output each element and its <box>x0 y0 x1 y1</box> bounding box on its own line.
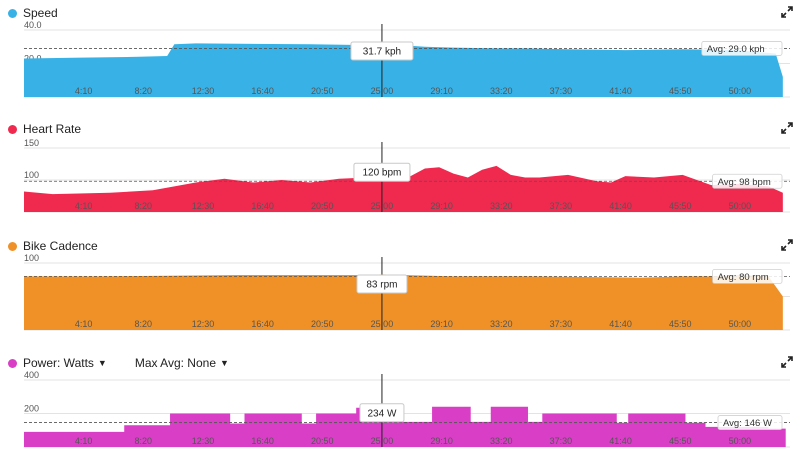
average-label: Avg: 146 W <box>723 418 772 429</box>
value-tooltip <box>359 403 405 423</box>
cadence-title: Bike Cadence <box>8 239 98 253</box>
average-label-box <box>717 415 783 430</box>
x-tick-label: 12:30 <box>192 319 215 329</box>
x-tick-label: 45:50 <box>669 86 692 96</box>
x-tick-label: 20:50 <box>311 319 334 329</box>
speed-title-label: Speed <box>23 6 58 20</box>
expand-icon[interactable] <box>781 6 793 18</box>
power-title: Power: Watts ▼ Max Avg: None ▼ <box>8 356 229 370</box>
x-tick-label: 45:50 <box>669 319 692 329</box>
y-tick-label: 100 <box>24 170 39 180</box>
x-tick-label: 16:40 <box>251 319 274 329</box>
x-tick-label: 33:20 <box>490 86 513 96</box>
series-area <box>24 165 783 212</box>
x-tick-label: 45:50 <box>669 436 692 446</box>
cadence-title-label: Bike Cadence <box>23 239 98 253</box>
power-metric-dropdown[interactable]: Power: Watts ▼ <box>23 356 107 370</box>
average-label-box <box>712 269 783 284</box>
y-tick-label: 40.0 <box>24 20 42 30</box>
x-tick-label: 4:10 <box>75 86 93 96</box>
x-tick-label: 16:40 <box>251 201 274 211</box>
cadence-panel: Bike Cadence 050100Avg: 80 rpm4:108:2012… <box>0 233 801 343</box>
heart-rate-title: Heart Rate <box>8 122 81 136</box>
value-tooltip <box>350 41 414 61</box>
average-label: Avg: 80 rpm <box>718 272 769 283</box>
cadence-color-dot <box>8 241 17 251</box>
average-label: Avg: 98 bpm <box>718 177 771 188</box>
series-area <box>24 43 783 97</box>
x-tick-label: 8:20 <box>135 201 153 211</box>
x-tick-label: 12:30 <box>192 201 215 211</box>
x-tick-label: 16:40 <box>251 436 274 446</box>
x-tick-label: 4:10 <box>75 436 93 446</box>
x-tick-label: 37:30 <box>550 201 573 211</box>
x-tick-label: 8:20 <box>135 86 153 96</box>
x-tick-label: 33:20 <box>490 319 513 329</box>
x-tick-label: 50:00 <box>729 436 752 446</box>
average-label-box <box>701 41 783 56</box>
x-tick-label: 50:00 <box>729 86 752 96</box>
x-tick-label: 12:30 <box>192 86 215 96</box>
x-tick-label: 8:20 <box>135 436 153 446</box>
x-tick-label: 41:40 <box>609 201 632 211</box>
caret-down-icon: ▼ <box>220 358 229 368</box>
x-tick-label: 33:20 <box>490 201 513 211</box>
max-avg-dropdown[interactable]: Max Avg: None ▼ <box>135 356 229 370</box>
x-tick-label: 45:50 <box>669 201 692 211</box>
value-tooltip-label: 120 bpm <box>362 168 401 179</box>
x-tick-label: 20:50 <box>311 436 334 446</box>
x-tick-label: 37:30 <box>550 319 573 329</box>
x-tick-label: 29:10 <box>430 319 453 329</box>
power-title-label: Power: Watts <box>23 356 94 370</box>
expand-icon[interactable] <box>781 122 793 134</box>
x-tick-label: 4:10 <box>75 201 93 211</box>
x-tick-label: 41:40 <box>609 319 632 329</box>
power-panel: Power: Watts ▼ Max Avg: None ▼ 0200400Av… <box>0 350 801 461</box>
x-tick-label: 37:30 <box>550 436 573 446</box>
average-label-box <box>712 173 783 189</box>
x-tick-label: 41:40 <box>609 436 632 446</box>
power-color-dot <box>8 358 17 368</box>
x-tick-label: 50:00 <box>729 201 752 211</box>
y-tick-label: 200 <box>24 404 39 414</box>
x-tick-label: 41:40 <box>609 86 632 96</box>
y-tick-label: 150 <box>24 138 39 148</box>
x-tick-label: 29:10 <box>430 201 453 211</box>
x-tick-label: 8:20 <box>135 319 153 329</box>
value-tooltip <box>353 162 411 182</box>
expand-icon[interactable] <box>781 239 793 251</box>
caret-down-icon: ▼ <box>97 358 107 368</box>
x-tick-label: 4:10 <box>75 319 93 329</box>
x-tick-label: 29:10 <box>430 436 453 446</box>
value-tooltip <box>356 274 408 294</box>
average-label: Avg: 29.0 kph <box>707 44 765 55</box>
heart-rate-title-label: Heart Rate <box>23 122 82 136</box>
x-tick-label: 29:10 <box>430 86 453 96</box>
x-tick-label: 37:30 <box>550 86 573 96</box>
expand-icon[interactable] <box>781 356 793 368</box>
speed-title: Speed <box>8 6 58 20</box>
x-tick-label: 33:20 <box>490 436 513 446</box>
x-tick-label: 16:40 <box>251 86 274 96</box>
y-tick-label: 100 <box>24 253 39 263</box>
x-tick-label: 20:50 <box>311 201 334 211</box>
heart-rate-panel: Heart Rate 50100150Avg: 98 bpm4:108:2012… <box>0 116 801 226</box>
series-area <box>24 406 786 447</box>
x-tick-label: 50:00 <box>729 319 752 329</box>
max-avg-label: Max Avg: None <box>134 356 216 370</box>
power-chart[interactable]: 0200400Avg: 146 W4:108:2012:3016:4020:50… <box>0 350 801 461</box>
value-tooltip-label: 83 rpm <box>366 280 397 291</box>
value-tooltip-label: 31.7 kph <box>363 47 401 58</box>
x-tick-label: 20:50 <box>311 86 334 96</box>
value-tooltip-label: 234 W <box>367 408 396 419</box>
heart-rate-color-dot <box>8 124 17 134</box>
y-tick-label: 400 <box>24 370 39 380</box>
x-tick-label: 12:30 <box>192 436 215 446</box>
speed-color-dot <box>8 8 17 18</box>
heart-rate-chart[interactable]: 50100150Avg: 98 bpm4:108:2012:3016:4020:… <box>0 116 801 226</box>
series-area <box>24 274 783 330</box>
cadence-chart[interactable]: 050100Avg: 80 rpm4:108:2012:3016:4020:50… <box>0 233 801 343</box>
